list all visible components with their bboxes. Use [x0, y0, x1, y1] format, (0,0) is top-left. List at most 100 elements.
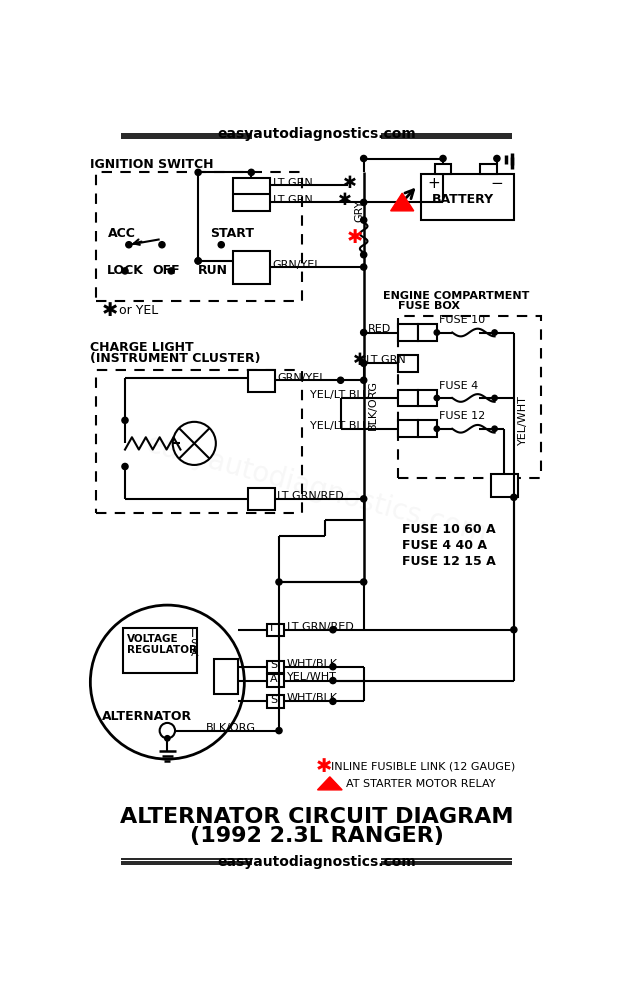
Text: A: A [190, 648, 198, 658]
Bar [418, 324, 437, 341]
Text: VOLTAGE: VOLTAGE [127, 634, 179, 644]
FancyBboxPatch shape [399, 316, 541, 478]
Bar [418, 420, 437, 437]
Text: ALTERNATOR CIRCUIT DIAGRAM: ALTERNATOR CIRCUIT DIAGRAM [120, 807, 514, 827]
Text: S: S [269, 695, 277, 705]
Text: GRY: GRY [355, 200, 365, 222]
Text: LOCK: LOCK [106, 264, 143, 277]
Circle shape [173, 422, 216, 465]
Text: ✱: ✱ [353, 351, 366, 369]
Circle shape [330, 698, 336, 704]
Bar [399, 420, 418, 437]
Circle shape [361, 329, 366, 336]
Text: LT GRN/RED: LT GRN/RED [287, 622, 353, 632]
Circle shape [126, 242, 132, 248]
Text: ✱: ✱ [343, 174, 357, 192]
Bar [248, 370, 275, 392]
Circle shape [168, 268, 174, 274]
Text: ENGINE COMPARTMENT: ENGINE COMPARTMENT [383, 291, 530, 301]
Text: AT STARTER MOTOR RELAY: AT STARTER MOTOR RELAY [346, 779, 496, 789]
Text: INLINE FUSIBLE LINK (12 GAUGE): INLINE FUSIBLE LINK (12 GAUGE) [331, 762, 515, 772]
Bar [418, 389, 437, 406]
Text: −: − [491, 176, 504, 191]
Text: BATTERY: BATTERY [431, 193, 494, 206]
Text: LT GRN: LT GRN [273, 178, 313, 188]
Circle shape [361, 496, 366, 502]
Circle shape [159, 242, 165, 248]
Text: ✱: ✱ [316, 757, 332, 776]
Bar [233, 178, 269, 211]
Circle shape [195, 258, 201, 264]
Circle shape [122, 463, 128, 470]
Text: WHT/BLK: WHT/BLK [287, 659, 337, 669]
Text: I: I [190, 629, 193, 639]
Text: ✱: ✱ [102, 301, 118, 320]
Circle shape [122, 268, 128, 274]
Circle shape [361, 377, 366, 383]
Circle shape [195, 258, 201, 264]
Polygon shape [318, 777, 342, 790]
Circle shape [510, 627, 517, 633]
Circle shape [330, 627, 336, 633]
Text: REGULATOR: REGULATOR [127, 645, 197, 655]
Circle shape [361, 264, 366, 270]
Text: START: START [210, 227, 254, 240]
Circle shape [164, 736, 170, 741]
Bar [248, 488, 275, 510]
Text: FUSE 12: FUSE 12 [439, 411, 485, 421]
Text: FUSE 10: FUSE 10 [439, 315, 485, 325]
Text: OFF: OFF [153, 264, 180, 277]
Text: IGNITION SWITCH: IGNITION SWITCH [90, 158, 213, 171]
FancyBboxPatch shape [96, 370, 302, 513]
Bar [434, 164, 452, 174]
Text: ✱: ✱ [346, 228, 363, 247]
Circle shape [248, 169, 255, 175]
Circle shape [122, 417, 128, 423]
Circle shape [361, 199, 366, 205]
Circle shape [159, 723, 175, 738]
Text: GRN/YEL: GRN/YEL [273, 260, 321, 270]
Circle shape [361, 360, 366, 366]
Circle shape [492, 395, 497, 401]
Bar [124, 628, 197, 673]
Text: YEL/LT BLU: YEL/LT BLU [310, 390, 370, 400]
Text: YEL/WHT: YEL/WHT [287, 672, 337, 682]
Circle shape [218, 242, 224, 248]
Circle shape [195, 169, 201, 175]
Text: RUN: RUN [198, 264, 228, 277]
Circle shape [330, 677, 336, 684]
Text: FUSE 10 60 A: FUSE 10 60 A [402, 523, 496, 536]
Text: I: I [269, 623, 273, 633]
Bar [491, 474, 518, 497]
Text: GRN/YEL: GRN/YEL [277, 373, 326, 383]
FancyBboxPatch shape [96, 172, 302, 301]
Text: S: S [269, 660, 277, 670]
Text: LT GRN: LT GRN [366, 355, 406, 365]
Text: easyautodiagnostics.com: easyautodiagnostics.com [218, 127, 416, 141]
Text: (1992 2.3L RANGER): (1992 2.3L RANGER) [190, 826, 444, 846]
Text: FUSE 4: FUSE 4 [439, 381, 478, 391]
Text: BLK/ORG: BLK/ORG [368, 380, 378, 430]
Circle shape [494, 155, 500, 162]
Text: or YEL: or YEL [119, 304, 158, 317]
Circle shape [434, 395, 439, 401]
Text: FUSE BOX: FUSE BOX [399, 301, 460, 311]
Circle shape [510, 494, 517, 500]
Text: ALTERNATOR: ALTERNATOR [102, 710, 192, 723]
Circle shape [492, 330, 497, 335]
Text: S: S [190, 639, 198, 649]
Text: (INSTRUMENT CLUSTER): (INSTRUMENT CLUSTER) [90, 352, 260, 365]
Circle shape [361, 217, 366, 223]
Bar [399, 389, 418, 406]
Circle shape [434, 426, 439, 431]
Bar [399, 324, 418, 341]
Bar [480, 164, 497, 174]
Text: ✱: ✱ [338, 191, 352, 209]
Text: YEL/LT BLU: YEL/LT BLU [310, 421, 370, 431]
Bar [268, 695, 284, 708]
Circle shape [361, 252, 366, 258]
Circle shape [361, 579, 366, 585]
Circle shape [434, 330, 439, 335]
Circle shape [276, 728, 282, 734]
Text: RED: RED [368, 324, 391, 334]
